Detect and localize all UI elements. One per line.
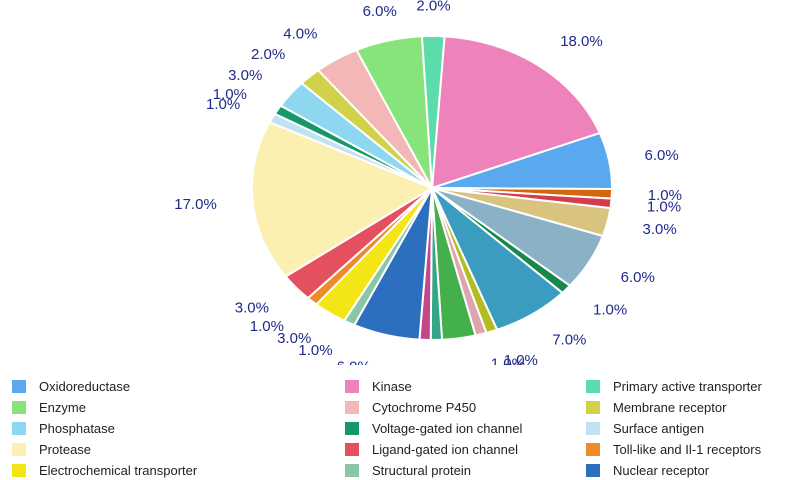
legend-label: Structural protein xyxy=(372,462,471,478)
legend-entry: Primary active transporter xyxy=(586,376,762,396)
legend-label: Nuclear receptor xyxy=(613,462,710,478)
legend-entry: Membrane receptor xyxy=(586,397,726,417)
pie-value-label: 6.0% xyxy=(621,269,655,286)
pie-value-label: 1.0% xyxy=(213,86,247,103)
legend-swatch xyxy=(345,400,359,414)
legend-swatch xyxy=(12,421,26,435)
pie-value-labels: 18.0%6.0%1.0%1.0%3.0%6.0%1.0%7.0%1.0%1.0… xyxy=(174,0,682,365)
pie-value-label: 3.0% xyxy=(228,67,262,84)
legend-swatch xyxy=(586,400,600,414)
pie-value-label: 3.0% xyxy=(277,330,311,347)
legend: Oxidoreductase Kinase Primary active trans… xyxy=(0,368,789,480)
legend-swatch xyxy=(345,379,359,393)
pie-value-label: 7.0% xyxy=(552,332,586,349)
pie-value-label: 6.0% xyxy=(337,358,371,365)
legend-swatch xyxy=(586,379,600,393)
pie-slice xyxy=(251,121,435,278)
pie-value-label: 1.0% xyxy=(647,198,681,215)
legend-swatch xyxy=(12,400,26,414)
legend-swatch xyxy=(586,463,600,477)
pie-value-label: 2.0% xyxy=(416,0,450,15)
pie-value-label: 4.0% xyxy=(283,25,317,42)
legend-entry: Enzyme xyxy=(12,397,86,417)
pie-slice xyxy=(420,35,446,189)
legend-label: Protease xyxy=(39,441,92,457)
pie-value-label: 1.0% xyxy=(250,318,284,335)
pie-value-label: 3.0% xyxy=(235,300,269,317)
legend-swatch xyxy=(12,379,26,393)
legend-swatch xyxy=(345,463,359,477)
pie-value-label: 1.0% xyxy=(206,96,240,113)
legend-entry: Electrochemical transporter xyxy=(12,460,197,480)
legend-label: Membrane receptor xyxy=(613,399,727,415)
pie-value-label: 3.0% xyxy=(453,364,487,365)
pie-value-label: 18.0% xyxy=(560,33,603,50)
legend-label: Voltage-gated ion channel xyxy=(372,420,523,436)
legend-label: Oxidoreductase xyxy=(39,378,131,394)
legend-swatch xyxy=(586,421,600,435)
legend-label: Surface antigen xyxy=(613,420,705,436)
legend-entry: Cytochrome P450 xyxy=(345,397,476,417)
pie-value-label: 1.0% xyxy=(648,187,682,204)
legend-label: Phosphatase xyxy=(39,420,115,436)
pie-chart: 18.0%6.0%1.0%1.0%3.0%6.0%1.0%7.0%1.0%1.0… xyxy=(174,0,682,365)
legend-label: Primary active transporter xyxy=(613,378,762,394)
legend-entry: Voltage-gated ion channel xyxy=(345,418,522,438)
pie-value-label: 17.0% xyxy=(174,196,217,213)
legend-swatch xyxy=(12,442,26,456)
pie-value-label: 6.0% xyxy=(363,3,397,20)
legend-swatch xyxy=(345,421,359,435)
pie-value-label: 1.0% xyxy=(491,356,525,366)
legend-swatch xyxy=(586,442,600,456)
pie-value-label: 6.0% xyxy=(645,147,679,164)
legend-entry: Toll-like and Il-1 receptors xyxy=(586,439,761,459)
legend-label: Electrochemical transporter xyxy=(39,462,198,478)
pie-value-label: 2.0% xyxy=(251,46,285,63)
legend-label: Enzyme xyxy=(39,399,86,415)
legend-entry: Ligand-gated ion channel xyxy=(345,439,518,459)
legend-label: Toll-like and Il-1 receptors xyxy=(613,441,762,457)
legend-label: Cytochrome P450 xyxy=(372,399,477,415)
pie-value-label: 1.0% xyxy=(504,352,538,365)
legend-entry: Nuclear receptor xyxy=(586,460,709,480)
pie-value-label: 3.0% xyxy=(643,221,677,238)
legend-entry: Phosphatase xyxy=(12,418,115,438)
legend-swatch xyxy=(12,463,26,477)
pie-slices xyxy=(251,35,614,342)
legend-label: Ligand-gated ion channel xyxy=(372,441,519,457)
legend-entry: Protease xyxy=(12,439,91,459)
legend-entry: Oxidoreductase xyxy=(12,376,130,396)
pie-slice xyxy=(430,35,602,190)
legend-entry: Surface antigen xyxy=(586,418,704,438)
pie-value-label: 1.0% xyxy=(593,302,627,319)
legend-label: Kinase xyxy=(372,378,412,394)
legend-entry: Structural protein xyxy=(345,460,471,480)
legend-swatch xyxy=(345,442,359,456)
legend-entry: Kinase xyxy=(345,376,412,396)
pie-value-label: 1.0% xyxy=(298,342,332,359)
